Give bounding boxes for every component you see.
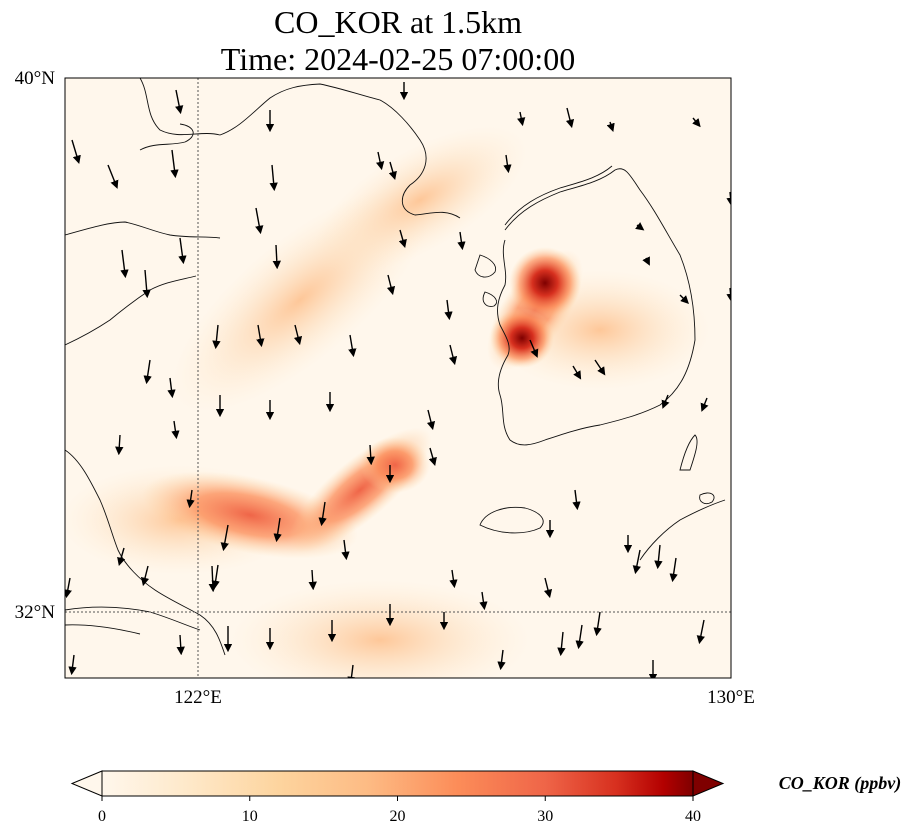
wind-arrow — [426, 409, 436, 431]
colorbar-tick-label: 40 — [685, 808, 701, 825]
colorbar-tick-label: 20 — [390, 808, 406, 825]
wind-arrow — [575, 624, 584, 650]
coast-liaodong — [139, 78, 461, 219]
wind-arrow — [273, 517, 282, 543]
lat-label-32: 32°N — [15, 602, 56, 623]
wind-arrow — [398, 229, 407, 249]
coast-shandong-north — [65, 221, 221, 239]
wind-arrow — [171, 420, 180, 440]
wind-arrow — [642, 256, 650, 266]
wind-arrow — [176, 634, 185, 656]
wind-arrow — [543, 577, 553, 599]
lon-label-130: 130°E — [707, 687, 755, 708]
wind-arrow — [565, 107, 575, 129]
colorbar-extend-max — [692, 770, 725, 797]
wind-vectors — [65, 82, 731, 678]
wind-arrow — [654, 544, 663, 570]
colorbar: 0 10 20 30 40 CO_KOR (ppbv) — [70, 770, 902, 825]
wind-arrow — [606, 121, 615, 132]
wind-arrow — [167, 377, 176, 399]
wind-arrow — [211, 564, 220, 590]
colorbar-ticks: 0 10 20 30 40 — [98, 796, 701, 825]
wind-arrow — [341, 539, 350, 561]
wind-arrow — [572, 365, 582, 380]
wind-arrow — [255, 207, 264, 235]
wind-arrow — [220, 524, 229, 552]
wind-arrow — [348, 334, 357, 358]
wind-arrow — [696, 619, 705, 645]
lon-label-122: 122°E — [174, 687, 222, 708]
hotspot-incheon — [490, 308, 554, 368]
map-title: CO_KOR at 1.5km — [274, 4, 522, 40]
wind-arrow — [388, 161, 397, 181]
wind-arrow — [557, 631, 566, 657]
map-frame — [64, 77, 732, 679]
wind-arrow — [269, 164, 278, 192]
wind-arrow — [503, 154, 512, 174]
wind-arrow — [175, 89, 184, 115]
wind-arrow — [71, 139, 81, 165]
wind-arrow — [256, 324, 265, 348]
colorbar-tick-label: 30 — [537, 808, 553, 825]
coast-korea — [497, 168, 696, 446]
wind-arrow — [272, 244, 281, 270]
wind-arrow — [115, 434, 124, 456]
wind-arrow — [444, 299, 453, 321]
colorbar-extend-min — [70, 770, 103, 797]
map-panel — [65, 78, 731, 678]
colorbar-tick-label: 0 — [98, 808, 106, 825]
wind-arrow — [142, 269, 151, 299]
wind-arrow — [347, 664, 356, 678]
map-subtitle: Time: 2024-02-25 07:00:00 — [221, 41, 575, 77]
wind-arrow — [186, 489, 195, 509]
lat-label-40: 40°N — [15, 68, 56, 89]
wind-arrow — [661, 394, 670, 409]
wind-arrow — [517, 111, 526, 127]
wind-arrow — [449, 569, 458, 589]
wind-arrow — [366, 444, 375, 466]
wind-arrow — [572, 489, 581, 511]
wind-arrow — [679, 294, 689, 304]
wind-arrow — [448, 344, 458, 366]
wind-arrow — [376, 151, 385, 171]
wind-arrow — [117, 547, 126, 567]
wind-arrow — [497, 649, 506, 671]
gridlines — [65, 78, 731, 678]
wind-arrow — [65, 577, 72, 599]
wind-arrow — [529, 339, 539, 358]
wind-arrow — [700, 397, 709, 412]
hotspot-seoul — [509, 247, 581, 319]
wind-arrow — [68, 654, 77, 676]
wind-arrow — [479, 591, 488, 611]
coast-jiangsu — [65, 449, 226, 656]
wind-arrow — [669, 557, 678, 583]
wind-arrow — [293, 324, 303, 346]
wind-arrow — [594, 359, 606, 376]
wind-arrow — [212, 324, 221, 350]
wind-arrow — [208, 565, 218, 593]
wind-arrow — [107, 164, 119, 189]
wind-arrow — [593, 611, 602, 637]
wind-arrow — [120, 249, 129, 279]
wind-arrow — [308, 569, 317, 591]
colorbar-tick-label: 10 — [242, 808, 258, 825]
wind-arrow — [318, 501, 327, 527]
wind-arrow — [143, 359, 152, 385]
wind-arrow — [635, 222, 645, 231]
wind-arrow — [170, 149, 179, 179]
wind-arrow — [457, 231, 466, 251]
wind-arrow — [140, 565, 150, 587]
coastlines — [65, 78, 726, 656]
colorbar-label: CO_KOR (ppbv) — [779, 773, 902, 794]
wind-arrow — [692, 117, 701, 128]
coast-shandong-south — [65, 275, 197, 346]
wind-arrow — [386, 274, 396, 296]
wind-arrow — [428, 447, 437, 467]
wind-arrow — [632, 549, 641, 575]
colorbar-gradient — [102, 771, 693, 796]
wind-arrow — [178, 237, 187, 265]
coast-jeju — [479, 506, 544, 534]
